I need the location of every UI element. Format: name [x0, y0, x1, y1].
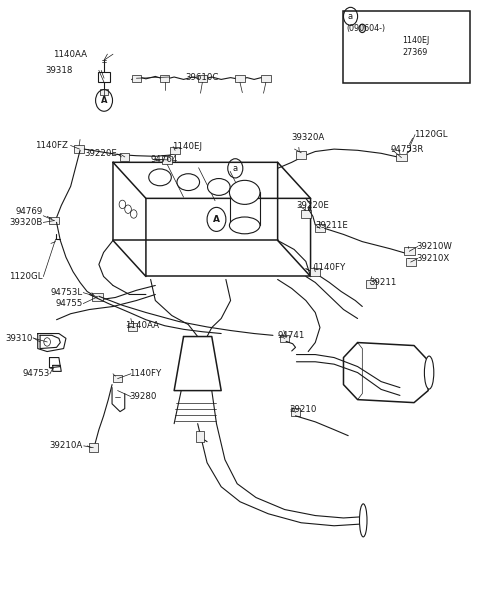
Text: 1140EJ: 1140EJ	[172, 142, 202, 151]
Bar	[128, 323, 137, 330]
Bar	[280, 335, 289, 342]
Bar	[92, 293, 103, 301]
Text: a: a	[233, 164, 238, 173]
Ellipse shape	[360, 504, 367, 537]
Text: 39210A: 39210A	[49, 441, 83, 451]
Text: 1140AA: 1140AA	[53, 50, 87, 59]
Bar	[98, 72, 110, 82]
Text: (090604-): (090604-)	[347, 24, 386, 33]
Bar	[396, 154, 407, 161]
Text: 1120GL: 1120GL	[9, 272, 42, 281]
Text: 39320A: 39320A	[292, 132, 325, 142]
Text: 39220E: 39220E	[297, 201, 329, 210]
Bar	[296, 151, 306, 159]
Text: 94741: 94741	[277, 331, 305, 340]
Bar	[160, 75, 169, 82]
Bar	[49, 216, 60, 224]
Text: 1140FY: 1140FY	[313, 263, 345, 272]
Text: 39320B: 39320B	[9, 218, 42, 227]
Ellipse shape	[207, 178, 230, 196]
Bar	[74, 145, 84, 153]
Ellipse shape	[229, 180, 260, 204]
Bar	[291, 408, 300, 416]
Bar	[170, 147, 180, 154]
Bar	[88, 443, 98, 452]
Ellipse shape	[424, 356, 434, 389]
Bar	[196, 432, 204, 442]
Text: 1140AA: 1140AA	[125, 321, 159, 330]
Bar	[310, 268, 321, 276]
Text: 1140FZ: 1140FZ	[36, 141, 68, 150]
Bar	[343, 11, 469, 83]
Text: A: A	[213, 215, 220, 224]
Text: a: a	[348, 12, 353, 21]
Bar	[404, 247, 415, 255]
Text: 39210X: 39210X	[416, 254, 450, 263]
Bar	[235, 75, 245, 82]
Text: 1140EJ: 1140EJ	[402, 36, 430, 45]
Text: 27369: 27369	[402, 48, 428, 58]
Bar	[113, 375, 122, 382]
Text: 94753: 94753	[22, 369, 49, 378]
Bar	[315, 224, 325, 232]
Text: 94769: 94769	[15, 207, 42, 216]
Bar	[132, 75, 141, 82]
Text: 39210: 39210	[289, 405, 317, 414]
Bar	[100, 89, 108, 95]
Bar	[198, 75, 207, 82]
Text: 1140FY: 1140FY	[130, 369, 162, 378]
Bar	[406, 258, 416, 266]
Text: 39220E: 39220E	[85, 150, 118, 158]
Bar	[162, 156, 172, 164]
Text: 39210W: 39210W	[416, 242, 452, 251]
Circle shape	[359, 24, 366, 32]
Bar	[261, 75, 271, 82]
Bar	[366, 280, 376, 287]
Text: 39310: 39310	[6, 334, 33, 343]
Text: 1120GL: 1120GL	[414, 130, 447, 139]
Text: 94753L: 94753L	[50, 288, 83, 297]
Text: 94753R: 94753R	[391, 145, 424, 154]
Text: 39211: 39211	[370, 278, 397, 287]
Text: A: A	[101, 96, 108, 105]
Ellipse shape	[229, 217, 260, 234]
Text: 94764: 94764	[151, 155, 178, 164]
Text: 39280: 39280	[130, 392, 157, 401]
Bar	[300, 210, 311, 218]
Ellipse shape	[177, 173, 200, 191]
Ellipse shape	[233, 183, 256, 200]
Text: 39610C: 39610C	[186, 72, 219, 82]
Text: 39318: 39318	[46, 66, 73, 75]
Text: 94755: 94755	[55, 299, 83, 308]
Ellipse shape	[149, 169, 171, 186]
Bar	[120, 153, 130, 161]
Text: 39211E: 39211E	[315, 221, 348, 230]
